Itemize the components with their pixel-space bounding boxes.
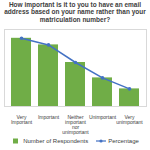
svg-text:Unimportant: Unimportant (89, 114, 117, 120)
svg-text:Important: Important (38, 114, 60, 120)
svg-text:VeryImportant: VeryImportant (11, 114, 33, 125)
svg-text:Neitherimportantnorunimportant: Neitherimportantnorunimportant (62, 114, 89, 135)
svg-text:Veryunimportant: Veryunimportant (116, 114, 143, 125)
html-text:Percentage: Percentage (108, 138, 139, 145)
html-text:How important is it to you to: How important is it to you to have an em… (4, 1, 146, 23)
html-text:Number of Respondents: Number of Respondents (23, 138, 89, 145)
